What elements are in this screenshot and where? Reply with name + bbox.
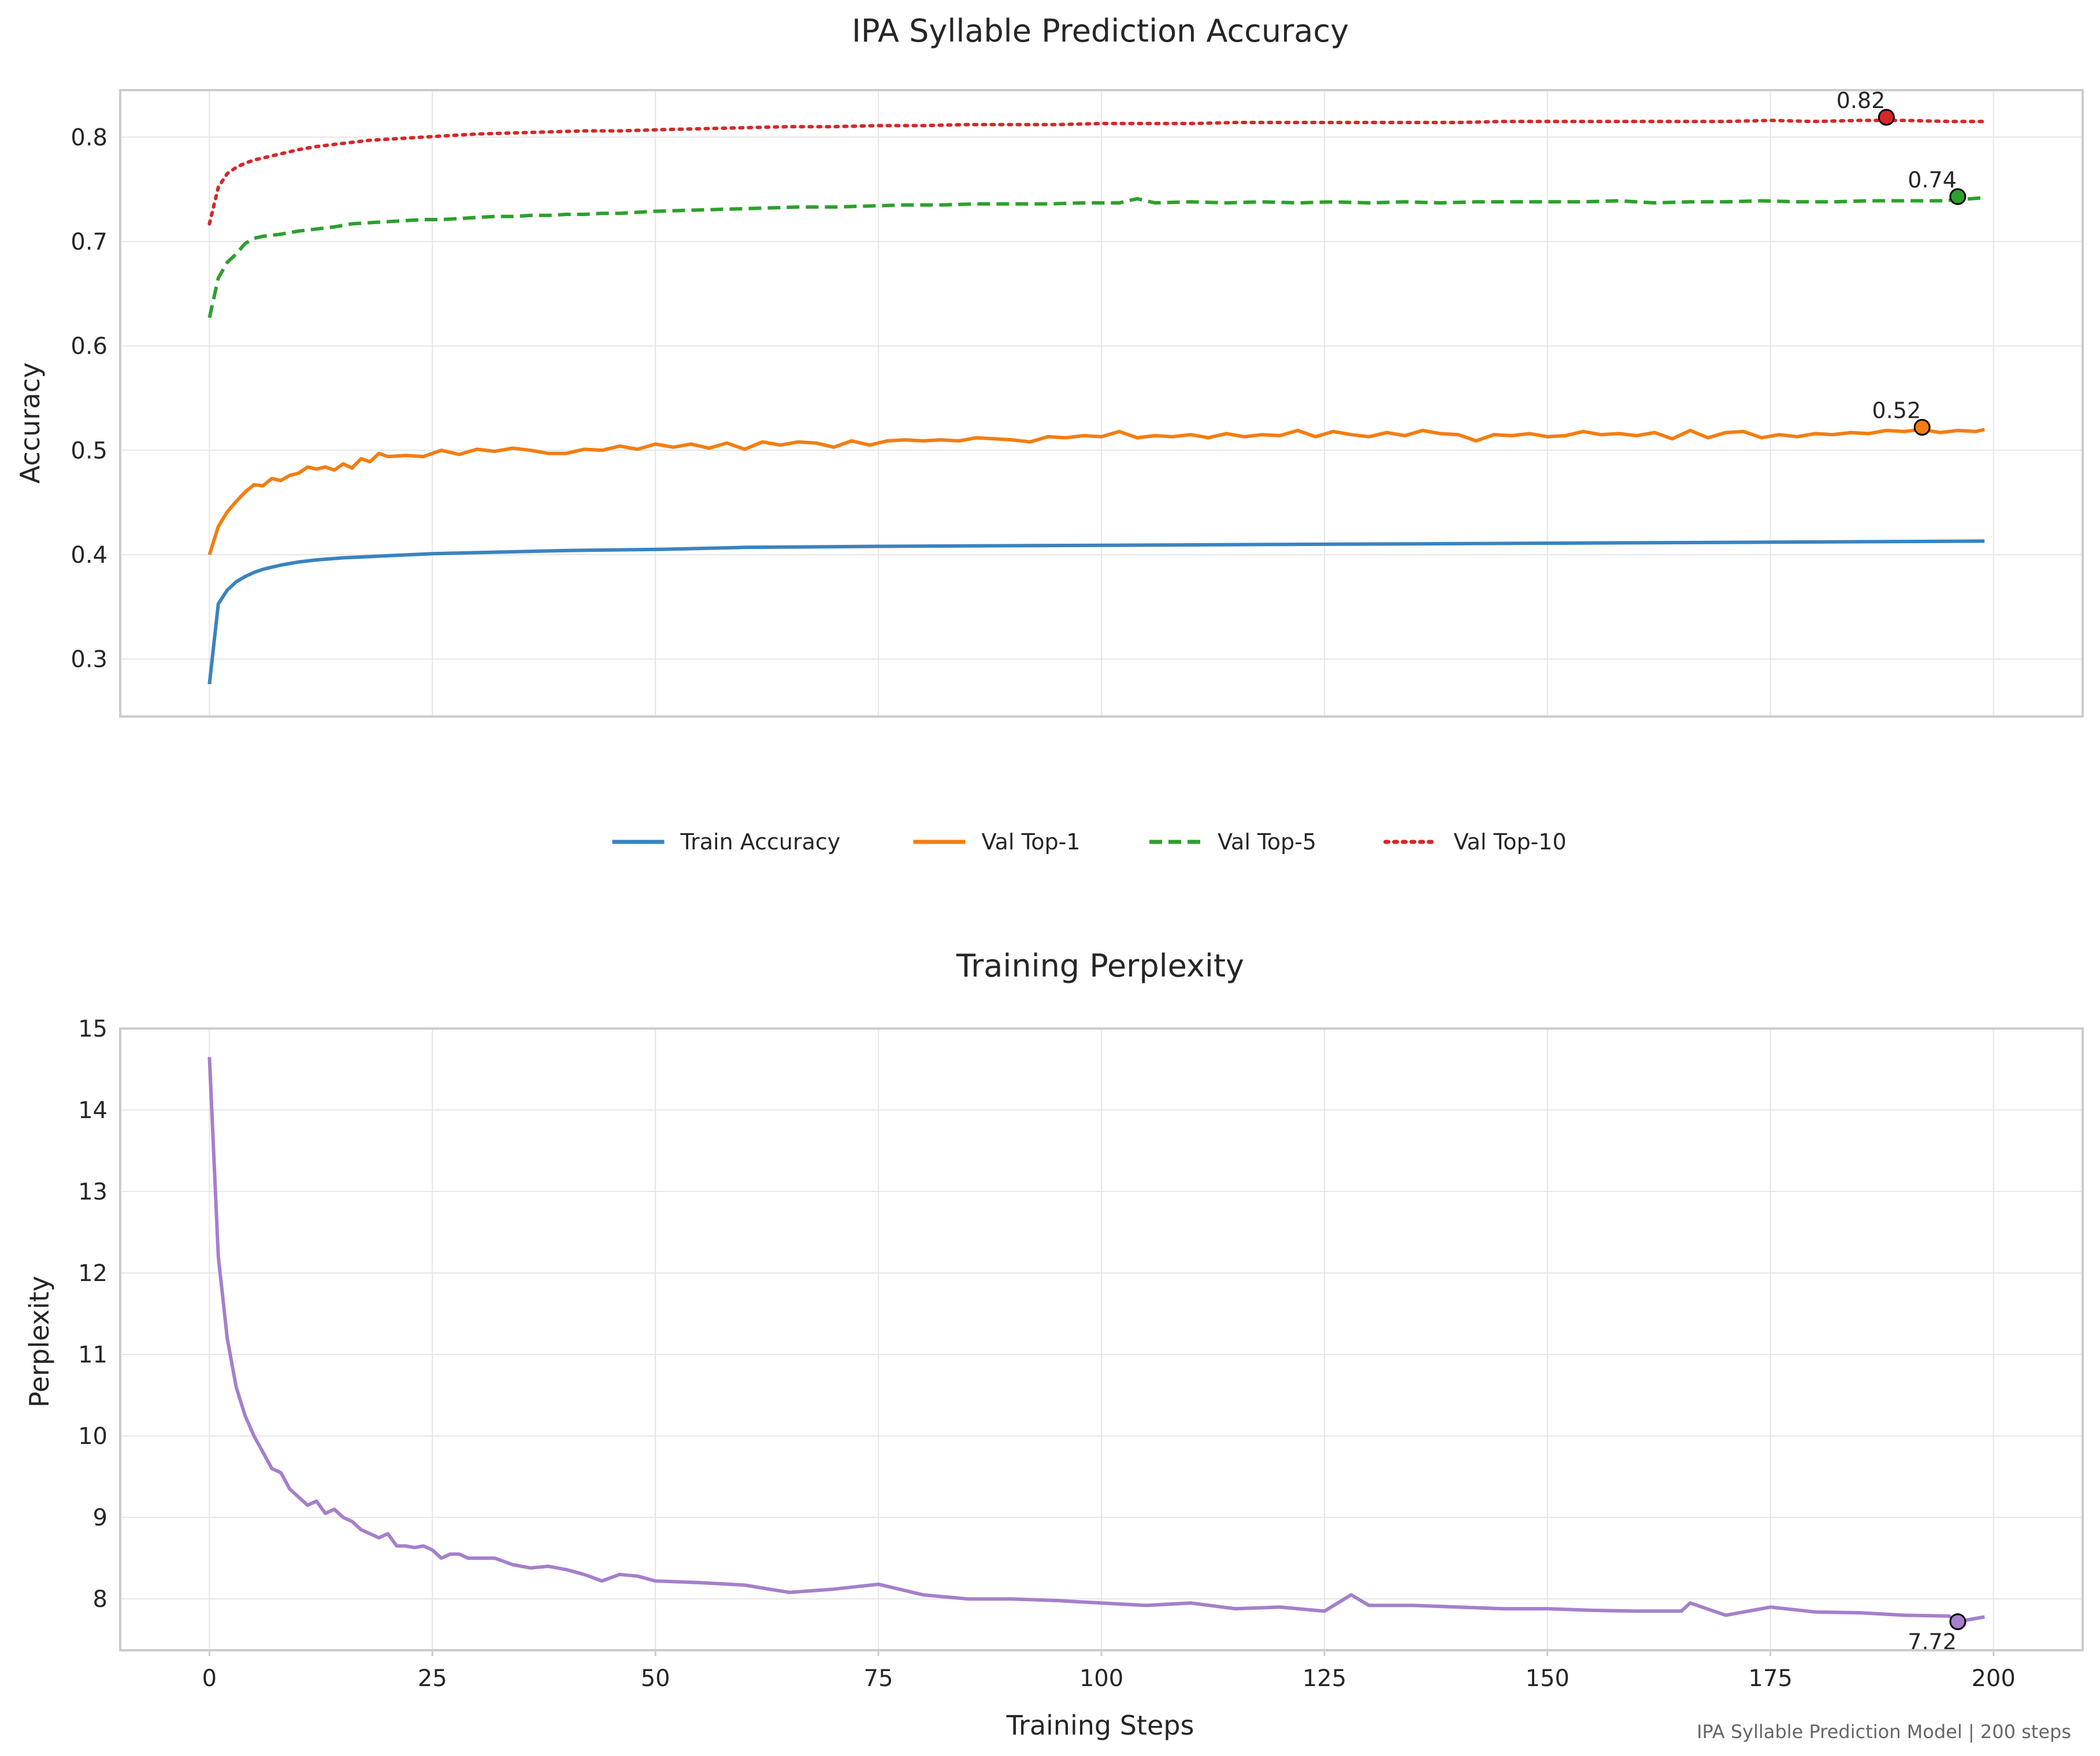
perplexity-y-axis-label: Perplexity bbox=[24, 1276, 55, 1408]
series-line-val-top-5 bbox=[207, 196, 1985, 318]
plot-frame bbox=[119, 89, 2084, 718]
y-tick-label: 8 bbox=[93, 1586, 107, 1613]
y-tick-label: 0.5 bbox=[71, 437, 107, 464]
x-tick-label: 75 bbox=[864, 1665, 893, 1692]
accuracy-chart-title: IPA Syllable Prediction Accuracy bbox=[852, 13, 1349, 49]
legend-label: Val Top-10 bbox=[1454, 829, 1567, 855]
y-tick-label: 9 bbox=[93, 1505, 107, 1531]
x-tick-label: 25 bbox=[418, 1665, 447, 1692]
footer-note: IPA Syllable Prediction Model | 200 step… bbox=[1697, 1721, 2071, 1743]
y-tick-label: 14 bbox=[78, 1097, 107, 1124]
legend-label: Val Top-1 bbox=[982, 829, 1081, 855]
annotation-marker bbox=[1878, 109, 1895, 126]
annotation-marker bbox=[1949, 188, 1967, 205]
x-tick-label: 200 bbox=[1971, 1665, 2015, 1692]
annotation-label: 0.52 bbox=[1872, 398, 1921, 424]
y-tick-label: 10 bbox=[78, 1423, 107, 1450]
accuracy-panel: 0.3 0.4 0.5 0.6 0.7 0.8 0.82 0.74 0.52 bbox=[71, 88, 2084, 718]
accuracy-y-axis-label: Accuracy bbox=[14, 362, 46, 484]
y-tick-label: 0.3 bbox=[71, 647, 107, 673]
legend-label: Train Accuracy bbox=[680, 829, 841, 855]
series-line-val-top-10 bbox=[207, 118, 1987, 226]
annotation-marker bbox=[1913, 419, 1931, 436]
legend-label: Val Top-5 bbox=[1218, 829, 1316, 855]
series-line-perplexity bbox=[207, 1057, 1985, 1624]
y-tick-label: 0.6 bbox=[71, 333, 107, 360]
x-tick-label: 50 bbox=[641, 1665, 670, 1692]
y-tick-label: 12 bbox=[78, 1260, 107, 1287]
annotation-label: 0.74 bbox=[1908, 167, 1957, 192]
x-tick-label: 0 bbox=[202, 1665, 217, 1692]
x-tick-label: 175 bbox=[1749, 1665, 1793, 1692]
annotation-label: 0.82 bbox=[1836, 88, 1886, 113]
series-line-train-accuracy bbox=[207, 539, 1985, 685]
y-tick-label: 13 bbox=[78, 1179, 107, 1205]
legend: Train Accuracy Val Top-1 Val Top-5 Val Top-… bbox=[612, 829, 1567, 855]
y-tick-label: 0.8 bbox=[71, 124, 107, 151]
annotation-marker bbox=[1949, 1613, 1967, 1631]
y-tick-label: 0.4 bbox=[71, 542, 107, 569]
y-tick-label: 11 bbox=[78, 1342, 107, 1368]
y-tick-label: 15 bbox=[78, 1016, 107, 1042]
x-axis-label: Training Steps bbox=[1006, 1710, 1194, 1741]
series-line-val-top-1 bbox=[207, 428, 1985, 555]
plot-frame bbox=[119, 1027, 2084, 1651]
y-tick-label: 0.7 bbox=[71, 229, 107, 255]
x-tick-label: 125 bbox=[1303, 1665, 1346, 1692]
perplexity-chart-title: Training Perplexity bbox=[956, 948, 1244, 984]
x-tick-label: 150 bbox=[1526, 1665, 1570, 1692]
x-tick-label: 100 bbox=[1079, 1665, 1123, 1692]
